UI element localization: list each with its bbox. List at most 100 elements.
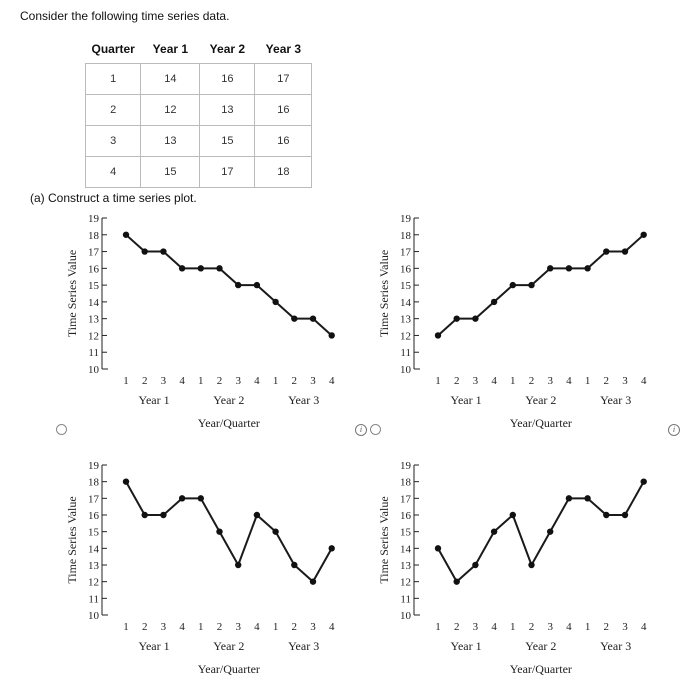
year-label: Year 1 (138, 639, 169, 653)
x-tick-label: 3 (161, 621, 167, 633)
x-tick-label: 1 (123, 621, 129, 633)
y-tick-label: 16 (88, 510, 100, 522)
data-point (640, 231, 647, 238)
data-point (603, 511, 610, 519)
header-year-3: Year 3 (265, 42, 302, 56)
y-axis-label: Time Series Value (65, 496, 79, 583)
x-tick-label: 2 (292, 375, 298, 387)
x-tick-label: 1 (198, 375, 204, 387)
data-point (309, 578, 317, 585)
x-axis-label: Year/Quarter (198, 416, 260, 430)
year-label: Year 1 (138, 393, 169, 407)
data-point (197, 265, 204, 272)
year-label: Year 2 (213, 393, 244, 407)
y-axis-label: Time Series Value (377, 496, 391, 583)
header-quarter: Quarter (91, 42, 135, 56)
year-label: Year 1 (450, 639, 481, 653)
table-row: 2 12 13 16 (84, 94, 313, 126)
data-point (472, 315, 479, 322)
table-row: 4 15 17 18 (84, 156, 313, 188)
y-tick-label: 17 (400, 493, 412, 505)
data-point (472, 561, 479, 569)
data-point (509, 281, 516, 289)
data-point (253, 281, 261, 289)
year-label: Year 3 (288, 393, 319, 407)
data-point (309, 315, 317, 322)
x-tick-label: 4 (254, 375, 260, 387)
y-tick-label: 11 (88, 593, 99, 605)
y-tick-label: 15 (88, 527, 100, 539)
x-tick-label: 4 (566, 621, 572, 633)
option-radio-2[interactable] (370, 424, 381, 435)
data-point (603, 248, 610, 255)
y-tick-label: 14 (88, 543, 100, 555)
table-cell: 12 (140, 94, 201, 126)
x-tick-label: 2 (604, 375, 610, 387)
series-line (125, 234, 333, 337)
y-tick-label: 18 (400, 477, 412, 489)
x-tick-label: 3 (235, 621, 241, 633)
x-tick-label: 4 (566, 375, 572, 387)
series-line (437, 234, 645, 337)
data-point (434, 332, 442, 339)
data-point (178, 495, 186, 502)
x-tick-label: 1 (198, 621, 204, 633)
data-point (178, 265, 186, 272)
data-point (216, 528, 223, 535)
data-point (253, 511, 261, 519)
y-tick-label: 14 (400, 297, 412, 309)
x-tick-label: 3 (310, 375, 316, 387)
table-cell: 15 (140, 156, 201, 188)
x-tick-label: 3 (473, 621, 479, 633)
x-tick-label: 3 (547, 621, 553, 633)
y-tick-label: 16 (88, 263, 100, 275)
x-axis-label: Year/Quarter (510, 416, 572, 430)
y-tick-label: 12 (88, 330, 99, 342)
y-tick-label: 12 (400, 577, 411, 589)
data-point (291, 561, 298, 569)
year-label: Year 2 (525, 639, 556, 653)
x-tick-label: 3 (622, 621, 628, 633)
data-point (160, 248, 167, 255)
data-point (621, 248, 629, 255)
table-cell: 16 (254, 94, 313, 126)
data-point (122, 478, 130, 485)
x-tick-label: 1 (273, 621, 279, 633)
info-icon[interactable]: i (668, 424, 680, 436)
info-icon[interactable]: i (355, 424, 367, 436)
table-cell: 16 (199, 63, 256, 95)
year-label: Year 3 (600, 639, 631, 653)
x-tick-label: 3 (547, 375, 553, 387)
data-point (141, 511, 148, 519)
data-point (272, 528, 279, 535)
table-cell: 2 (84, 94, 142, 126)
x-tick-label: 2 (217, 621, 223, 633)
y-tick-label: 17 (88, 493, 100, 505)
data-point (528, 281, 535, 289)
table-header-row: Quarter Year 1 Year 2 Year 3 (86, 35, 312, 64)
option-radio-1[interactable] (56, 424, 67, 435)
y-tick-label: 13 (88, 560, 100, 572)
y-tick-label: 11 (88, 347, 99, 359)
y-tick-label: 12 (400, 330, 411, 342)
table-cell: 18 (254, 156, 313, 188)
y-tick-label: 15 (400, 280, 412, 292)
data-point (328, 545, 335, 552)
y-tick-label: 14 (400, 543, 412, 555)
x-tick-label: 1 (510, 375, 516, 387)
table-cell: 13 (199, 94, 256, 126)
x-axis-label: Year/Quarter (198, 662, 260, 676)
data-point (160, 511, 167, 519)
y-tick-label: 18 (88, 230, 100, 242)
x-tick-label: 4 (329, 375, 335, 387)
x-tick-label: 4 (329, 621, 335, 633)
y-axis-label: Time Series Value (377, 250, 391, 337)
data-point (565, 495, 573, 502)
data-point (621, 511, 629, 519)
y-tick-label: 10 (88, 364, 100, 376)
data-point (584, 495, 591, 502)
data-point (235, 281, 242, 289)
x-tick-label: 1 (585, 375, 591, 387)
series-line (437, 481, 645, 584)
data-point (565, 265, 573, 272)
